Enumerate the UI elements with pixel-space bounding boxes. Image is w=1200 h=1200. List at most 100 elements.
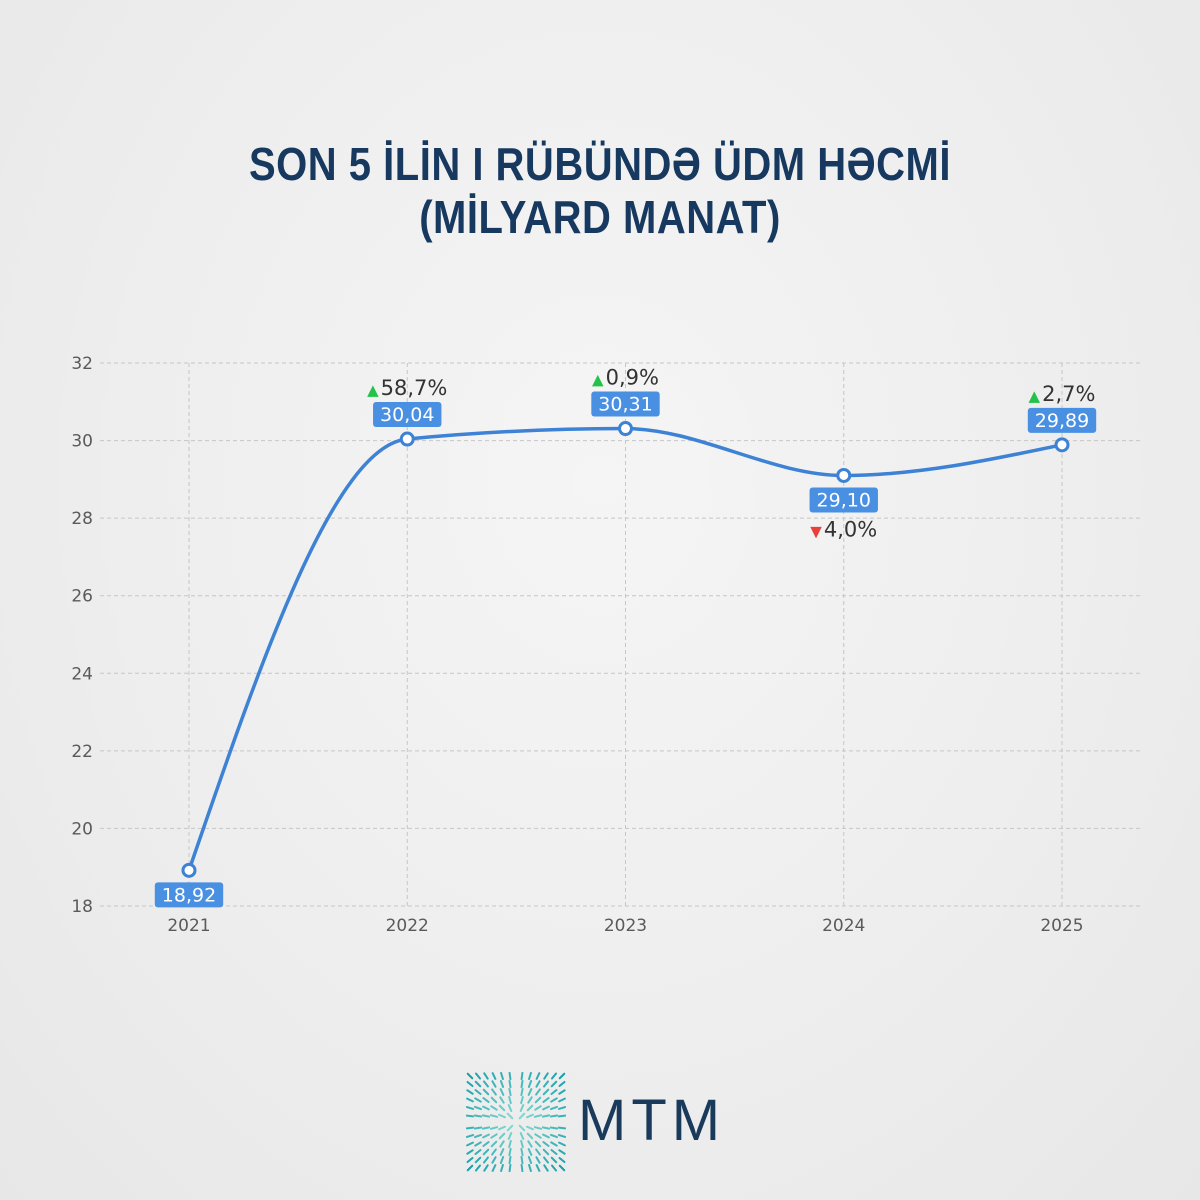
x-tick-label: 2022 bbox=[386, 916, 429, 936]
logo-pattern-line bbox=[473, 1133, 483, 1139]
logo-pattern-line bbox=[558, 1097, 566, 1103]
data-label-box bbox=[373, 402, 442, 428]
data-point bbox=[618, 421, 633, 437]
logo-pattern-line bbox=[508, 1095, 512, 1105]
logo-pattern-line bbox=[498, 1113, 506, 1119]
logo-pattern-line bbox=[534, 1096, 542, 1104]
data-label: 29,89 bbox=[1027, 407, 1097, 433]
y-tick-label: 22 bbox=[71, 742, 93, 762]
change-annotation: ▲58,7% bbox=[367, 376, 447, 400]
logo-pattern-line bbox=[541, 1114, 551, 1118]
logo-pattern-line bbox=[507, 1104, 513, 1112]
data-label-box bbox=[154, 882, 224, 908]
logo-pattern-line bbox=[466, 1106, 475, 1110]
chart-subtitle: (MİLYARD MANAT) bbox=[419, 192, 781, 244]
logo-pattern-line bbox=[466, 1156, 474, 1164]
change-annotation: ▼4,0% bbox=[810, 517, 877, 541]
logo-pattern-line bbox=[466, 1089, 474, 1095]
logo-pattern-line bbox=[543, 1072, 549, 1080]
logo-pattern-line bbox=[507, 1132, 513, 1140]
logo-pattern-line bbox=[491, 1072, 497, 1080]
logo-pattern-line bbox=[526, 1104, 534, 1112]
logo-pattern-line bbox=[482, 1088, 490, 1096]
logo-pattern-line bbox=[557, 1106, 566, 1110]
logo-pattern-line bbox=[508, 1079, 512, 1089]
logo-pattern-line bbox=[482, 1133, 490, 1139]
logo-pattern-line bbox=[491, 1088, 497, 1096]
logo-pattern-line bbox=[526, 1132, 534, 1140]
logo-pattern-line bbox=[528, 1072, 532, 1081]
logo-pattern-line bbox=[490, 1096, 498, 1104]
logo-pattern-line bbox=[543, 1156, 549, 1164]
logo-pattern-line bbox=[483, 1164, 489, 1172]
data-label: 29,10 bbox=[809, 487, 878, 513]
logo-pattern-line bbox=[535, 1164, 541, 1172]
up-triangle-icon: ▲ bbox=[367, 381, 379, 399]
logo-pattern-line bbox=[543, 1164, 549, 1172]
y-tick-label: 24 bbox=[71, 664, 93, 684]
logo-pattern-line bbox=[549, 1126, 559, 1130]
logo-pattern-line bbox=[550, 1072, 558, 1080]
y-tick-label: 18 bbox=[71, 897, 93, 917]
logo-pattern-line bbox=[474, 1089, 482, 1095]
data-label: 18,92 bbox=[154, 882, 224, 908]
change-annotation: ▲2,7% bbox=[1029, 382, 1096, 406]
logo-pattern-line bbox=[508, 1147, 512, 1157]
logo-pattern-line bbox=[498, 1132, 506, 1140]
logo-pattern-line bbox=[466, 1114, 475, 1118]
logo-pattern-line bbox=[527, 1148, 533, 1156]
logo-pattern-line bbox=[499, 1140, 505, 1148]
logo-pattern-line bbox=[498, 1104, 506, 1112]
change-value: 2,7% bbox=[1042, 382, 1095, 406]
logo-pattern-line bbox=[473, 1114, 483, 1118]
logo-pattern-line bbox=[535, 1156, 541, 1164]
data-label-box bbox=[809, 487, 878, 513]
logo-pattern-line bbox=[508, 1155, 512, 1165]
logo-pattern-line bbox=[466, 1126, 475, 1130]
logo-pattern-line bbox=[534, 1140, 542, 1148]
data-label: 30,04 bbox=[373, 402, 442, 428]
logo-pattern-line bbox=[535, 1072, 541, 1080]
logo-pattern-line bbox=[527, 1140, 533, 1148]
logo-pattern-line bbox=[490, 1133, 498, 1139]
logo-pattern-line bbox=[534, 1105, 542, 1111]
logo-pattern-line bbox=[558, 1072, 566, 1080]
logo-text: MTM bbox=[578, 1088, 726, 1153]
y-tick-label: 32 bbox=[71, 354, 93, 374]
logo-pattern-line bbox=[474, 1097, 482, 1103]
logo-pattern-line bbox=[520, 1079, 524, 1089]
logo-pattern-line bbox=[542, 1148, 550, 1156]
data-label-text: 30,31 bbox=[598, 394, 652, 416]
logo-pattern-line bbox=[491, 1164, 497, 1172]
x-tick-label: 2025 bbox=[1040, 916, 1083, 936]
logo-pattern-line bbox=[550, 1080, 558, 1088]
logo-pattern-line bbox=[542, 1097, 550, 1103]
logo-pattern-line bbox=[482, 1097, 490, 1103]
logo-pattern-line bbox=[558, 1164, 566, 1172]
logo-pattern-line bbox=[558, 1141, 566, 1147]
logo-pattern-line bbox=[534, 1133, 542, 1139]
logo-pattern-line bbox=[533, 1114, 543, 1118]
logo-pattern-line bbox=[500, 1163, 504, 1172]
logo-pattern-line bbox=[518, 1124, 526, 1132]
logo-pattern-line bbox=[526, 1125, 534, 1131]
logo-pattern-line bbox=[489, 1126, 499, 1130]
y-tick-label: 20 bbox=[71, 819, 93, 839]
logo-pattern-line bbox=[508, 1139, 512, 1149]
logo-pattern-line bbox=[520, 1087, 524, 1097]
series-line bbox=[187, 426, 1064, 873]
logo-pattern-line bbox=[550, 1097, 558, 1103]
logo-pattern-line bbox=[466, 1097, 474, 1103]
logo-pattern-line bbox=[526, 1113, 534, 1119]
logo-pattern-line bbox=[491, 1156, 497, 1164]
logo-pattern-line bbox=[482, 1141, 490, 1147]
logo-pattern-line bbox=[508, 1072, 512, 1081]
logo-pattern-line bbox=[500, 1072, 504, 1081]
logo-pattern-line bbox=[557, 1126, 566, 1130]
y-tick-label: 26 bbox=[71, 587, 93, 607]
logo-pattern-line bbox=[520, 1072, 524, 1081]
logo-pattern-line bbox=[550, 1089, 558, 1095]
logo-pattern-line bbox=[550, 1164, 558, 1172]
logo-pattern-line bbox=[474, 1156, 482, 1164]
logo-pattern-line bbox=[550, 1149, 558, 1155]
